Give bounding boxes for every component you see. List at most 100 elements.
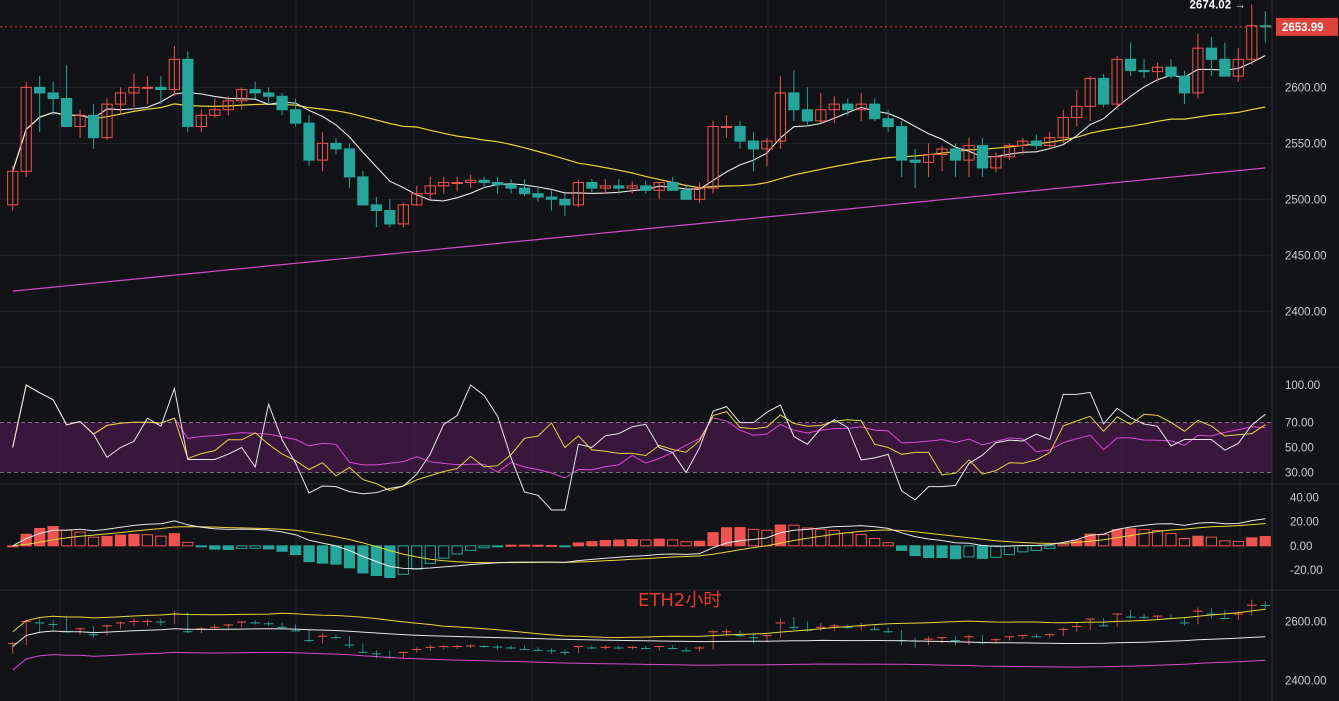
candle (882, 109, 894, 133)
candle-body (842, 103, 854, 111)
candle-body (397, 204, 409, 225)
candle-body (518, 187, 531, 195)
candle (101, 98, 113, 140)
macd-tick-label: 40.00 (1290, 493, 1319, 505)
candle (478, 176, 490, 189)
candle (1151, 62, 1164, 82)
ext-tick-label: 2600.00 (1285, 616, 1327, 628)
candle (303, 115, 315, 166)
candle (411, 185, 423, 207)
macd-tick-label: 20.00 (1290, 517, 1319, 529)
macd-histogram-bar (1084, 533, 1096, 547)
candle (1098, 73, 1110, 108)
candle-body (491, 182, 504, 186)
candle-body (828, 103, 840, 111)
candle-body (1151, 66, 1164, 73)
macd-histogram-bar (236, 545, 248, 549)
rsi-mid-line (12, 384, 1266, 492)
candle (424, 176, 436, 200)
candle (1138, 59, 1150, 79)
candle (141, 76, 154, 105)
candle-body (424, 185, 436, 195)
candle (330, 137, 342, 155)
candle-body (1111, 58, 1123, 105)
candle (182, 51, 194, 133)
candle-body (236, 89, 248, 102)
candle (491, 176, 504, 194)
candle (990, 152, 1002, 173)
candle-body (963, 145, 975, 161)
candle (626, 181, 638, 194)
candle-body (572, 182, 585, 206)
candle (384, 199, 396, 228)
candle-body (195, 114, 207, 128)
macd-histogram-bar (1017, 545, 1029, 553)
macd-histogram-bar (209, 545, 221, 550)
macd-histogram-bar (518, 544, 531, 547)
macd-histogram-bar (545, 544, 558, 547)
macd-histogram-bar (182, 541, 194, 547)
candle (976, 137, 989, 177)
candle-body (1178, 75, 1191, 94)
candle (438, 176, 450, 194)
macd-histogram-bar (922, 545, 935, 558)
macd-histogram-bar (1205, 536, 1218, 547)
macd-histogram-bar (599, 540, 611, 547)
candle (168, 45, 180, 97)
candle (1192, 33, 1204, 99)
candle (707, 120, 719, 194)
macd-histogram-bar (424, 545, 436, 564)
candle-body (626, 185, 638, 189)
candle-body (101, 103, 113, 139)
macd-histogram-bar (882, 542, 894, 547)
candle (222, 96, 234, 116)
macd-histogram-bar (330, 545, 342, 565)
candle (896, 120, 908, 177)
candle (909, 148, 921, 189)
candle-body (1030, 140, 1042, 147)
candle-body (1192, 47, 1204, 94)
macd-histogram-bar (936, 545, 948, 559)
candle-body (990, 156, 1002, 169)
candle (801, 87, 813, 127)
candle-body (60, 98, 73, 128)
rsi-band (0, 422, 1272, 473)
macd-histogram-bar (263, 545, 275, 550)
candle-body (289, 109, 302, 124)
price-tick-label: 2600.00 (1285, 82, 1327, 94)
candle-body (7, 170, 19, 206)
candle (963, 137, 975, 177)
candle (155, 76, 167, 105)
candle (289, 98, 302, 127)
ext-upper-line (12, 608, 1266, 639)
candle (774, 76, 787, 149)
candle (1044, 132, 1056, 149)
macd-histogram-bar (720, 527, 733, 547)
macd-histogram-bar (1232, 540, 1244, 547)
macd-histogram-bar (101, 535, 113, 547)
macd-histogram-bar (249, 545, 261, 549)
candle-body (370, 204, 382, 211)
chart-watermark: ETH2小时 (638, 590, 722, 611)
macd-histogram-bar (1259, 536, 1271, 547)
candle (949, 143, 962, 177)
candle-body (330, 142, 342, 150)
macd-histogram-bar (559, 545, 571, 548)
ma-mid-line (12, 103, 1266, 189)
candle-body (1205, 47, 1218, 60)
candle (114, 87, 127, 116)
candle (465, 174, 477, 189)
candle-body (532, 193, 544, 198)
macd-histogram-bar (316, 545, 329, 564)
macd-histogram-bar (478, 545, 490, 549)
macd-histogram-bar (640, 539, 652, 547)
candle (236, 87, 248, 110)
macd-histogram-bar (141, 534, 154, 547)
macd-histogram-bar (1138, 529, 1150, 547)
candle-body (74, 114, 86, 128)
macd-histogram-bar (667, 539, 679, 547)
macd-histogram-bar (963, 545, 975, 558)
candle-body (667, 182, 679, 191)
macd-histogram-bar (869, 537, 881, 547)
